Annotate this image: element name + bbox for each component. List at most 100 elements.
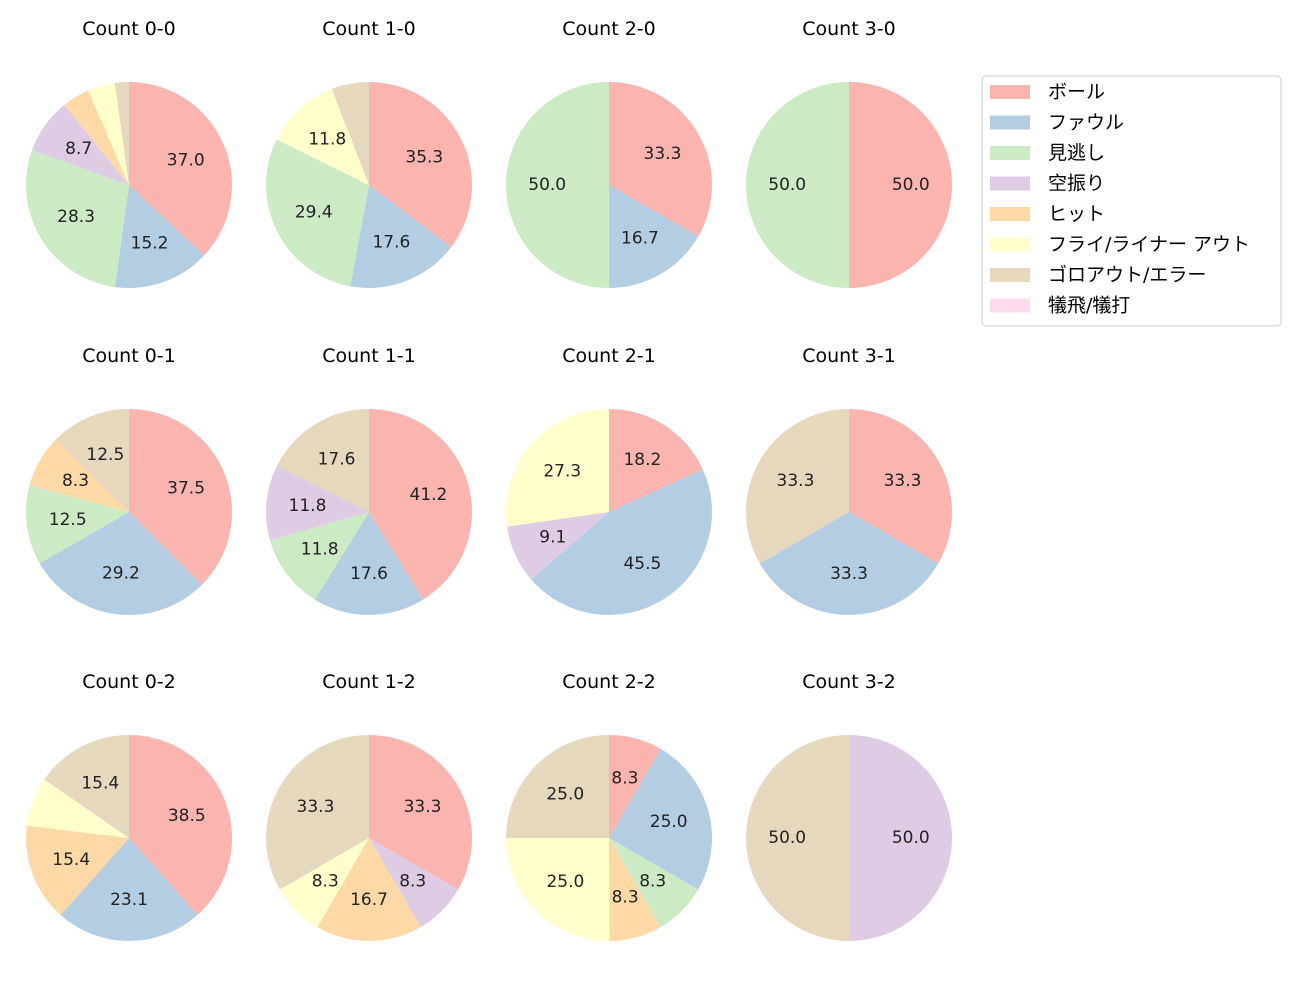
- pie-title: Count 0-2: [82, 671, 176, 693]
- slice-label: 11.8: [289, 496, 327, 516]
- slice-label: 37.0: [167, 150, 205, 170]
- slice-label: 50.0: [892, 828, 930, 848]
- slice-label: 12.5: [86, 445, 124, 465]
- slice-label: 12.5: [49, 510, 87, 530]
- pie-slice: [369, 409, 472, 600]
- pie-slice: [609, 82, 712, 237]
- pie-slice: [609, 838, 661, 941]
- pie-slice: [506, 735, 609, 839]
- pie-slice: [276, 409, 369, 512]
- legend-swatch: [990, 146, 1030, 160]
- slice-label: 33.3: [830, 564, 868, 584]
- pie-slice: [279, 838, 369, 928]
- pie-slice: [26, 779, 130, 838]
- slice-label: 38.5: [168, 806, 206, 826]
- slice-label: 8.3: [611, 768, 638, 788]
- slice-label: 11.8: [301, 539, 339, 559]
- slice-label: 50.0: [528, 175, 566, 195]
- pie-count-2-0: Count 2-0 33.3 16.7 50.0: [506, 18, 712, 288]
- slice-label: 33.3: [644, 144, 682, 164]
- pie-slice: [317, 838, 421, 941]
- slice-label: 25.0: [546, 872, 584, 892]
- legend-label: 見逃し: [1048, 142, 1105, 164]
- pie-slice: [350, 185, 452, 288]
- slice-label: 18.2: [623, 450, 661, 470]
- pie-slice: [609, 748, 712, 890]
- pie-slice: [745, 409, 849, 564]
- pie-title: Count 1-0: [322, 18, 416, 40]
- pie-slice: [369, 838, 459, 928]
- legend-label: ヒット: [1048, 203, 1105, 225]
- slice-label: 35.3: [405, 147, 443, 167]
- legend-label: ゴロアウト/エラー: [1048, 264, 1206, 286]
- pie-slice: [609, 185, 699, 288]
- pie-title: Count 3-2: [802, 671, 896, 693]
- slice-label: 37.5: [167, 478, 205, 498]
- pie-slice: [609, 838, 699, 928]
- slice-label: 8.7: [65, 139, 92, 159]
- pie-title: Count 1-1: [322, 345, 416, 367]
- pie-title: Count 3-0: [802, 18, 896, 40]
- pie-slice: [759, 512, 939, 615]
- slice-label: 8.3: [62, 471, 89, 491]
- pie-slice: [531, 469, 712, 616]
- pie-slice: [56, 409, 130, 512]
- pie-slice: [746, 735, 849, 941]
- pie-count-0-0: Count 0-0 37.0 15.2 28.3 8.7: [26, 18, 232, 288]
- pie-slice: [60, 838, 198, 942]
- pie-count-1-2: Count 1-2 33.3 8.3 16.7 8.3 33.3: [266, 671, 472, 941]
- pie-slice: [129, 409, 232, 585]
- slice-label: 8.3: [399, 872, 426, 892]
- slice-label: 8.3: [639, 872, 666, 892]
- legend-label: ファウル: [1048, 112, 1124, 134]
- legend-label: フライ/ライナー アウト: [1048, 234, 1250, 256]
- slice-label: 11.8: [308, 129, 346, 149]
- slice-label: 9.1: [539, 528, 566, 548]
- pie-slice: [129, 82, 232, 256]
- slice-label: 29.4: [295, 203, 333, 223]
- slice-label: 28.3: [57, 207, 95, 227]
- pie-slice: [129, 735, 233, 916]
- legend-swatch: [990, 176, 1030, 191]
- pie-slice: [269, 512, 369, 600]
- slice-label: 8.3: [312, 872, 339, 892]
- slice-label: 33.3: [297, 797, 335, 817]
- pie-slice: [609, 735, 661, 838]
- pie-count-3-0: Count 3-0 50.0 50.0: [746, 18, 952, 288]
- legend-label: 空振り: [1048, 173, 1105, 195]
- pie-slice: [114, 82, 129, 185]
- pie-slice: [114, 185, 205, 288]
- pie-slice: [64, 90, 129, 185]
- slice-label: 50.0: [892, 175, 930, 195]
- pie-count-2-2: Count 2-28.325.08.38.325.025.0: [506, 671, 712, 941]
- pie-slice: [39, 512, 202, 615]
- pie-slice: [25, 825, 129, 916]
- slice-label: 15.2: [131, 233, 169, 253]
- slice-label: 45.5: [623, 554, 661, 574]
- pie-slice: [26, 485, 130, 564]
- legend-box: [981, 75, 1282, 327]
- slice-label: 17.6: [372, 233, 410, 253]
- legend-swatch: [990, 115, 1030, 130]
- pie-slice: [44, 735, 129, 838]
- pie-slice: [746, 82, 849, 288]
- pie-slice: [266, 735, 369, 890]
- pie-title: Count 2-2: [562, 671, 656, 693]
- slice-label: 27.3: [543, 462, 581, 482]
- slice-label: 33.3: [777, 471, 815, 491]
- pie-slice: [369, 735, 472, 890]
- slice-label: 15.4: [81, 773, 119, 793]
- legend-label: 犠飛/犠打: [1048, 295, 1130, 317]
- pie-slice: [331, 82, 369, 185]
- pie-slice: [276, 88, 369, 185]
- slice-label: 23.1: [110, 890, 148, 910]
- slice-label: 8.3: [612, 888, 639, 908]
- slice-label: 16.7: [350, 890, 388, 910]
- pie-slice: [369, 82, 472, 248]
- slice-label: 50.0: [768, 175, 806, 195]
- pie-slice: [507, 512, 609, 580]
- pie-slice: [29, 439, 130, 512]
- slice-label: 17.6: [350, 564, 388, 584]
